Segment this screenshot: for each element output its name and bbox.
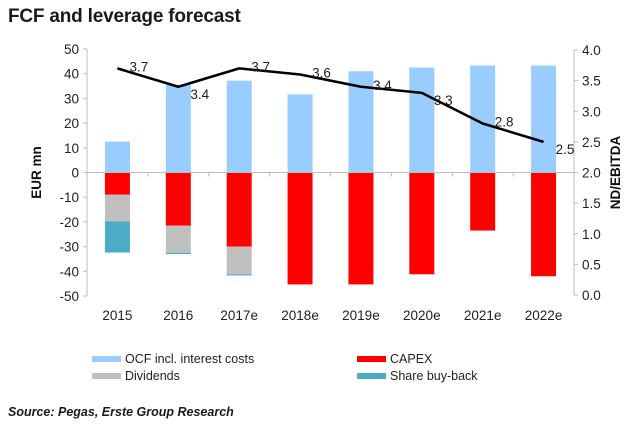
bar-capex-2017e — [226, 172, 252, 247]
bar-capex-2020e — [409, 172, 435, 275]
data-label-nd-ebitda: 3.4 — [373, 78, 392, 93]
left-tick-label: 50 — [64, 42, 79, 57]
left-tick-label: -50 — [59, 289, 79, 304]
right-tick-label: 3.5 — [582, 74, 601, 89]
line-nd-ebitda — [117, 67, 544, 144]
bar-ocf-incl-interest-costs-2020e — [409, 67, 435, 173]
category-label: 2015 — [102, 308, 132, 323]
category-label: 2016 — [163, 308, 193, 323]
data-label-nd-ebitda: 3.6 — [312, 66, 331, 81]
legend-item-buyback: Share buy-back — [357, 369, 478, 383]
left-tick-label: -30 — [59, 240, 79, 255]
left-tick-label: 30 — [64, 91, 79, 106]
right-tick-label: 1.0 — [582, 227, 601, 242]
legend-item-capex: CAPEX — [357, 352, 432, 366]
legend-label: Share buy-back — [390, 369, 478, 383]
right-axis-title: ND/EBITDA — [608, 136, 623, 210]
bar-share-buy-back-2015 — [104, 221, 130, 253]
left-tick-label: 20 — [64, 116, 79, 131]
bar-share-buy-back-2016 — [165, 252, 191, 255]
data-label-nd-ebitda: 2.5 — [556, 142, 575, 157]
chart-title: FCF and leverage forecast — [8, 6, 241, 27]
bar-capex-2021e — [470, 172, 496, 231]
left-tick-label: -10 — [59, 190, 79, 205]
source-note: Source: Pegas, Erste Group Research — [8, 405, 234, 419]
right-tick-label: 4.0 — [582, 43, 601, 58]
left-axis-title: EUR mn — [29, 146, 44, 199]
bar-ocf-incl-interest-costs-2015 — [104, 141, 130, 173]
category-label: 2019e — [342, 308, 380, 323]
bar-dividends-2015 — [104, 194, 130, 222]
data-label-nd-ebitda: 3.3 — [434, 93, 453, 108]
bar-ocf-incl-interest-costs-2017e — [226, 80, 252, 173]
category-label: 2022e — [525, 308, 563, 323]
left-tick-label: -20 — [59, 215, 79, 230]
data-label-nd-ebitda: 3.7 — [129, 59, 148, 74]
data-label-nd-ebitda: 3.7 — [251, 59, 270, 74]
right-tick-label: 2.0 — [582, 166, 601, 181]
bar-capex-2022e — [531, 172, 557, 277]
legend-swatch-buyback — [357, 373, 386, 379]
chart-plot: 50 40 30 20 10 0 -10 -20 -30 -40 -50 4.0 3.5 3.0 2.5 2.… — [29, 42, 623, 323]
legend-item-dividends: Dividends — [92, 369, 180, 383]
bar-capex-2019e — [348, 172, 374, 285]
data-label-nd-ebitda: 2.8 — [495, 115, 514, 130]
category-label: 2020e — [403, 308, 441, 323]
bar-share-buy-back-2017e — [226, 274, 252, 276]
left-tick-label: 0 — [71, 166, 79, 181]
bar-capex-2018e — [287, 172, 313, 285]
category-label: 2018e — [281, 308, 319, 323]
left-tick-label: -40 — [59, 264, 79, 279]
legend-label: Dividends — [125, 369, 180, 383]
legend-swatch-dividends — [92, 373, 121, 379]
right-tick-label: 0.5 — [582, 257, 601, 272]
bar-ocf-incl-interest-costs-2022e — [531, 65, 557, 173]
bar-capex-2016 — [165, 172, 191, 226]
category-label: 2017e — [220, 308, 258, 323]
bar-dividends-2017e — [226, 246, 252, 275]
bar-capex-2015 — [104, 172, 130, 195]
left-tick-label: 10 — [64, 141, 79, 156]
bar-ocf-incl-interest-costs-2018e — [287, 94, 313, 173]
right-tick-label: 3.0 — [582, 104, 601, 119]
data-label-nd-ebitda: 3.4 — [190, 87, 209, 102]
bar-ocf-incl-interest-costs-2016 — [165, 84, 191, 173]
legend-item-ocf: OCF incl. interest costs — [92, 352, 254, 366]
right-tick-label: 2.5 — [582, 135, 601, 150]
right-tick-label: 0.0 — [582, 288, 601, 303]
right-tick-label: 1.5 — [582, 196, 601, 211]
legend-swatch-ocf — [92, 356, 121, 362]
left-tick-label: 40 — [64, 67, 79, 82]
legend-label: OCF incl. interest costs — [125, 352, 255, 366]
legend-swatch-capex — [357, 356, 386, 362]
category-label: 2021e — [464, 308, 502, 323]
bar-dividends-2016 — [165, 225, 191, 253]
legend-label: CAPEX — [390, 352, 433, 366]
